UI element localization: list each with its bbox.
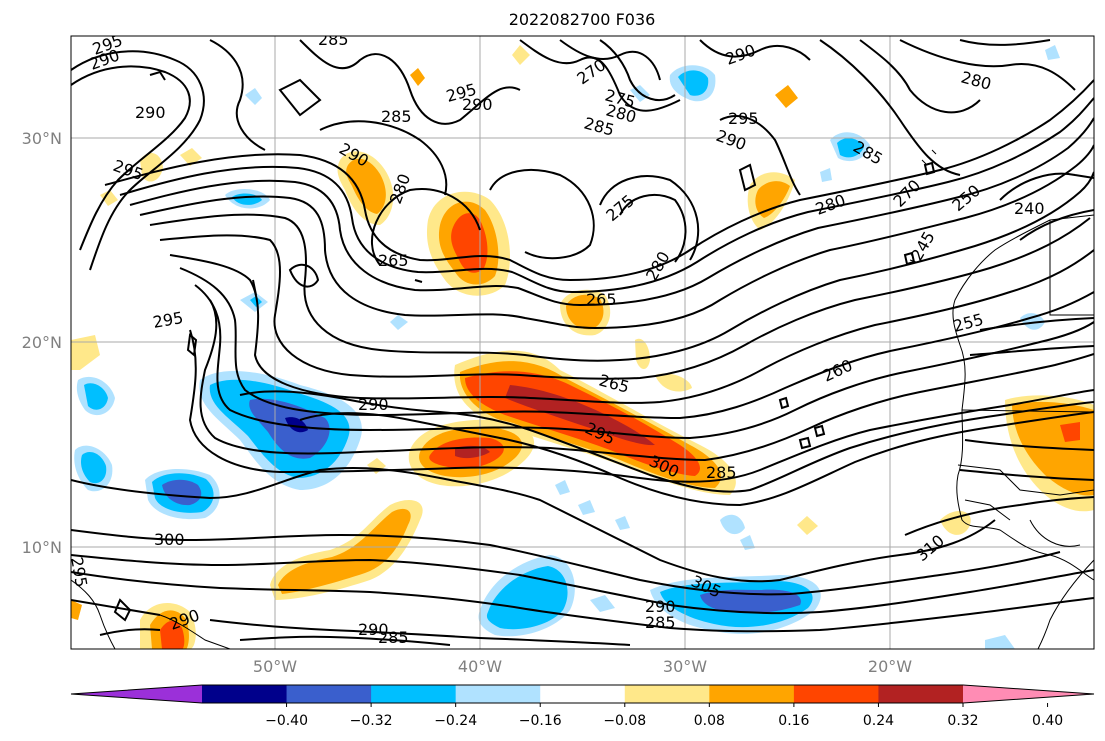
- colorbar-segment: [624, 685, 710, 703]
- contour-label: 290: [358, 395, 389, 414]
- colorbar-segment: [793, 685, 879, 703]
- lat-label-30n: 30°N: [22, 129, 62, 148]
- latitude-labels: 30°N 20°N 10°N: [22, 129, 62, 557]
- colorbar-tick-label: −0.32: [350, 713, 393, 729]
- colorbar-extend-low: [71, 685, 202, 703]
- colorbar-tick-label: −0.08: [603, 713, 646, 729]
- lat-label-20n: 20°N: [22, 333, 62, 352]
- contour-label: 290: [462, 95, 493, 114]
- lon-label-20w: 20°W: [868, 657, 912, 676]
- map-frame: [70, 35, 1095, 650]
- lon-label-30w: 30°W: [663, 657, 707, 676]
- contour-label: 265: [378, 251, 409, 270]
- colorbar-tick-label: 0.08: [694, 713, 725, 729]
- contour-label: 285: [645, 613, 676, 632]
- colorbar-segment: [455, 685, 541, 703]
- contour-label: 295: [728, 109, 759, 128]
- gridlines: [71, 36, 1094, 649]
- colorbar: −0.40 −0.32 −0.24 −0.16 −0.08 0.08 0.16 0.24 0.3…: [70, 684, 1095, 729]
- contour-label: 285: [378, 628, 409, 647]
- colorbar-segment: [202, 685, 288, 703]
- colorbar-tick-label: −0.24: [434, 713, 477, 729]
- colorbar-segment: [371, 685, 457, 703]
- contour-label: 285: [381, 107, 412, 126]
- colorbar-segment: [540, 685, 626, 703]
- colorbar-outline: [70, 684, 1095, 704]
- colorbar-tick-label: 0.32: [947, 713, 978, 729]
- lon-label-50w: 50°W: [253, 657, 297, 676]
- contour-lines: [71, 39, 1094, 646]
- lat-label-10n: 10°N: [22, 538, 62, 557]
- colorbar-segment: [286, 685, 372, 703]
- colorbar-tick-label: −0.16: [519, 713, 562, 729]
- colorbar-segment: [878, 685, 964, 703]
- contour-label: 290: [358, 620, 389, 639]
- colorbar-extend-high: [963, 685, 1094, 703]
- longitude-labels: 50°W 40°W 30°W 20°W: [253, 657, 912, 676]
- colorbar-tick-label: 0.16: [778, 713, 809, 729]
- colorbar-tick-label: 0.24: [863, 713, 894, 729]
- figure-title: 2022082700 F036: [509, 10, 656, 29]
- contour-label: 285: [706, 463, 737, 482]
- contour-label: 265: [586, 290, 617, 309]
- contour-label: 285: [318, 30, 349, 49]
- colorbar-segment: [709, 685, 795, 703]
- colorbar-tick-label: −0.40: [265, 713, 308, 729]
- contour-label: 300: [154, 530, 185, 549]
- contour-label: 295: [67, 555, 91, 588]
- contour-label: 290: [645, 597, 676, 616]
- map-area: 295 290 285 290 295 290 285 270 275 280 …: [67, 30, 1094, 649]
- lon-label-40w: 40°W: [458, 657, 502, 676]
- contour-label: 290: [135, 103, 166, 122]
- contour-label: 240: [1014, 199, 1045, 218]
- colorbar-tick-label: 0.40: [1032, 713, 1063, 729]
